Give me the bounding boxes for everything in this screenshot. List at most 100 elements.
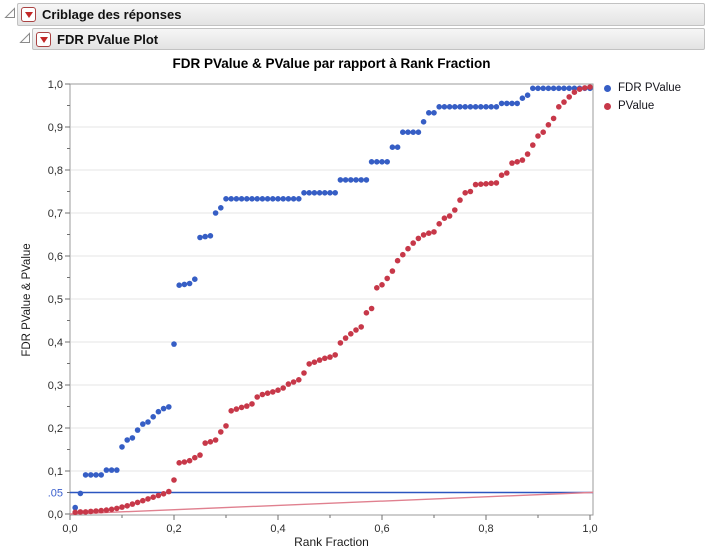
- data-point-pvalue[interactable]: [389, 268, 396, 274]
- data-point-fdr-pvalue[interactable]: [171, 341, 177, 347]
- data-point-pvalue[interactable]: [337, 340, 344, 346]
- data-point-fdr-pvalue[interactable]: [124, 437, 130, 443]
- data-point-pvalue[interactable]: [145, 496, 151, 502]
- data-point-fdr-pvalue[interactable]: [249, 196, 255, 202]
- data-point-fdr-pvalue[interactable]: [223, 196, 229, 202]
- data-point-fdr-pvalue[interactable]: [405, 129, 411, 135]
- data-point-pvalue[interactable]: [545, 122, 552, 128]
- data-point-fdr-pvalue[interactable]: [322, 190, 328, 196]
- data-point-pvalue[interactable]: [202, 440, 208, 446]
- data-point-fdr-pvalue[interactable]: [353, 177, 359, 183]
- data-point-pvalue[interactable]: [129, 501, 136, 507]
- data-point-pvalue[interactable]: [114, 505, 120, 512]
- data-point-fdr-pvalue[interactable]: [160, 405, 167, 412]
- data-point-pvalue[interactable]: [259, 391, 266, 398]
- data-point-fdr-pvalue[interactable]: [166, 404, 172, 410]
- data-point-fdr-pvalue[interactable]: [192, 276, 198, 283]
- data-point-fdr-pvalue[interactable]: [197, 234, 203, 241]
- data-point-pvalue[interactable]: [212, 437, 219, 443]
- data-point-fdr-pvalue[interactable]: [524, 92, 531, 98]
- data-point-pvalue[interactable]: [322, 355, 328, 362]
- data-point-pvalue[interactable]: [426, 230, 432, 236]
- data-point-pvalue[interactable]: [98, 507, 104, 514]
- data-point-pvalue[interactable]: [197, 452, 203, 458]
- data-point-fdr-pvalue[interactable]: [509, 100, 515, 107]
- data-point-fdr-pvalue[interactable]: [316, 190, 323, 196]
- disclosure-triangle-icon[interactable]: [4, 7, 16, 19]
- red-triangle-menu-icon[interactable]: [36, 31, 51, 47]
- data-point-pvalue[interactable]: [280, 385, 287, 391]
- data-point-pvalue[interactable]: [488, 180, 495, 187]
- data-point-fdr-pvalue[interactable]: [259, 196, 266, 202]
- data-point-fdr-pvalue[interactable]: [134, 427, 141, 433]
- data-point-pvalue[interactable]: [504, 170, 510, 176]
- data-point-fdr-pvalue[interactable]: [342, 177, 349, 183]
- data-point-pvalue[interactable]: [400, 251, 406, 258]
- data-point-pvalue[interactable]: [88, 508, 94, 515]
- data-point-pvalue[interactable]: [431, 229, 437, 235]
- data-point-pvalue[interactable]: [166, 488, 172, 495]
- data-point-fdr-pvalue[interactable]: [82, 472, 89, 478]
- data-point-fdr-pvalue[interactable]: [493, 104, 500, 110]
- data-point-fdr-pvalue[interactable]: [150, 414, 156, 420]
- data-point-fdr-pvalue[interactable]: [550, 85, 557, 92]
- data-point-pvalue[interactable]: [186, 457, 193, 464]
- data-point-fdr-pvalue[interactable]: [420, 119, 427, 125]
- data-point-pvalue[interactable]: [134, 499, 141, 506]
- data-point-fdr-pvalue[interactable]: [186, 280, 193, 287]
- data-point-pvalue[interactable]: [332, 352, 339, 358]
- data-point-fdr-pvalue[interactable]: [311, 190, 318, 196]
- data-point-fdr-pvalue[interactable]: [93, 472, 99, 478]
- data-point-fdr-pvalue[interactable]: [540, 85, 546, 92]
- data-point-pvalue[interactable]: [223, 423, 229, 429]
- data-point-pvalue[interactable]: [316, 357, 323, 363]
- data-point-pvalue[interactable]: [441, 215, 448, 221]
- data-point-pvalue[interactable]: [140, 497, 146, 504]
- data-point-fdr-pvalue[interactable]: [88, 472, 94, 478]
- data-point-pvalue[interactable]: [535, 133, 541, 139]
- data-point-fdr-pvalue[interactable]: [452, 104, 458, 110]
- data-point-pvalue[interactable]: [415, 235, 422, 242]
- data-point-pvalue[interactable]: [306, 361, 313, 367]
- data-point-fdr-pvalue[interactable]: [77, 490, 84, 497]
- data-point-pvalue[interactable]: [108, 506, 115, 513]
- data-point-pvalue[interactable]: [384, 275, 391, 282]
- data-point-pvalue[interactable]: [379, 282, 385, 288]
- data-point-pvalue[interactable]: [270, 389, 276, 395]
- data-point-pvalue[interactable]: [576, 86, 583, 92]
- data-point-fdr-pvalue[interactable]: [566, 85, 572, 92]
- data-point-fdr-pvalue[interactable]: [400, 129, 406, 135]
- data-point-pvalue[interactable]: [150, 494, 156, 501]
- data-point-fdr-pvalue[interactable]: [285, 196, 292, 202]
- data-point-fdr-pvalue[interactable]: [415, 129, 422, 135]
- data-point-fdr-pvalue[interactable]: [457, 104, 463, 110]
- data-point-fdr-pvalue[interactable]: [504, 100, 510, 107]
- legend-item-pvalue[interactable]: PValue: [604, 97, 681, 115]
- data-point-fdr-pvalue[interactable]: [233, 196, 240, 202]
- data-point-fdr-pvalue[interactable]: [389, 144, 396, 150]
- data-point-pvalue[interactable]: [363, 310, 370, 316]
- data-point-pvalue[interactable]: [550, 115, 557, 122]
- data-point-fdr-pvalue[interactable]: [358, 177, 365, 183]
- legend-item-fdr-pvalue[interactable]: FDR PValue: [604, 79, 681, 97]
- data-point-fdr-pvalue[interactable]: [467, 104, 474, 110]
- data-point-pvalue[interactable]: [342, 335, 349, 341]
- data-point-fdr-pvalue[interactable]: [332, 190, 339, 196]
- data-point-fdr-pvalue[interactable]: [264, 196, 271, 202]
- data-point-pvalue[interactable]: [509, 160, 515, 166]
- data-point-fdr-pvalue[interactable]: [114, 467, 120, 473]
- data-point-fdr-pvalue[interactable]: [446, 104, 453, 110]
- data-point-pvalue[interactable]: [275, 387, 281, 394]
- data-point-fdr-pvalue[interactable]: [368, 159, 375, 165]
- data-point-pvalue[interactable]: [218, 429, 224, 435]
- data-point-fdr-pvalue[interactable]: [218, 205, 224, 211]
- data-point-pvalue[interactable]: [457, 197, 463, 203]
- data-point-fdr-pvalue[interactable]: [561, 85, 567, 92]
- data-point-pvalue[interactable]: [103, 507, 110, 513]
- data-point-fdr-pvalue[interactable]: [535, 85, 541, 92]
- data-point-pvalue[interactable]: [524, 151, 531, 157]
- data-point-pvalue[interactable]: [233, 406, 240, 412]
- outline-bar-fdr-pvalue-plot[interactable]: FDR PValue Plot: [32, 28, 705, 50]
- data-point-pvalue[interactable]: [290, 379, 297, 385]
- data-point-fdr-pvalue[interactable]: [348, 177, 354, 183]
